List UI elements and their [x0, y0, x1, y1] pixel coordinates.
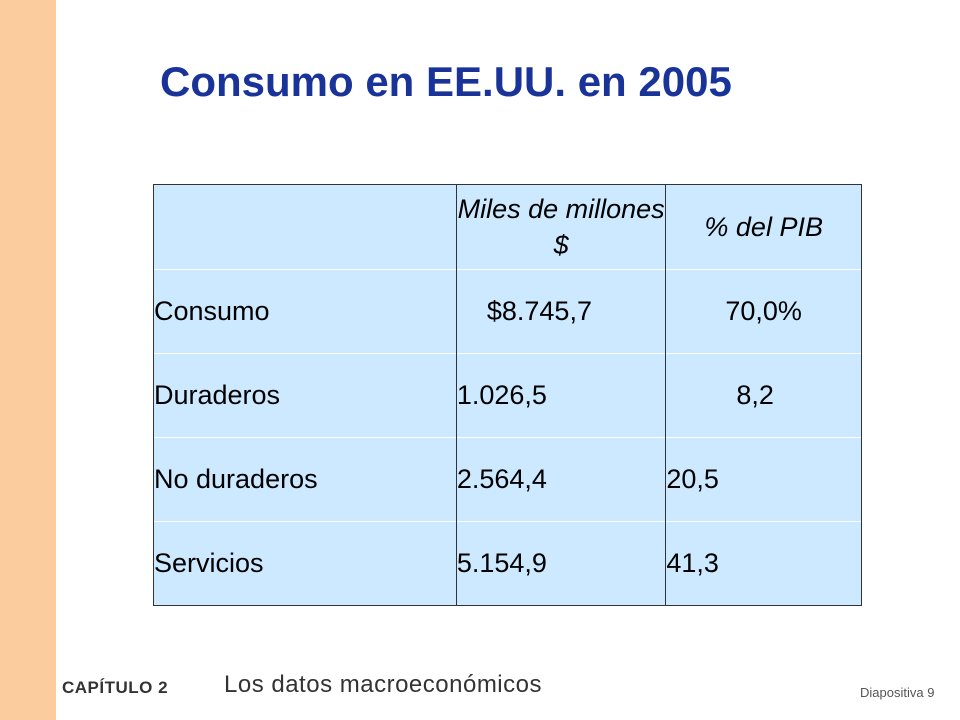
header-cell-billions: Miles de millones $: [455, 184, 667, 270]
row-label: Servicios: [153, 521, 457, 606]
table-header-row: Miles de millones $ % del PIB: [153, 184, 862, 270]
table-row: Duraderos 1.026,5 8,2: [153, 353, 862, 438]
row-pct: 20,5: [665, 437, 862, 522]
row-value: $8.745,7: [455, 269, 667, 354]
table-row: Servicios 5.154,9 41,3: [153, 521, 862, 606]
row-pct: 41,3: [665, 521, 862, 606]
left-accent-bar: [0, 0, 56, 720]
footer-chapter-subtitle: Los datos macroeconómicos: [224, 671, 542, 698]
row-pct: 8,2: [665, 353, 862, 438]
row-label: No duraderos: [153, 437, 457, 522]
slide-title: Consumo en EE.UU. en 2005: [160, 58, 732, 105]
row-label: Consumo: [153, 269, 457, 354]
row-pct: 70,0%: [665, 269, 862, 354]
consumption-table: Miles de millones $ % del PIB Consumo $8…: [153, 184, 862, 606]
table-row: No duraderos 2.564,4 20,5: [153, 437, 862, 522]
header-cell-pct-gdp: % del PIB: [665, 184, 862, 270]
row-value: 2.564,4: [455, 437, 667, 522]
row-value: 1.026,5: [455, 353, 667, 438]
row-value: 5.154,9: [455, 521, 667, 606]
row-label: Duraderos: [153, 353, 457, 438]
table-row: Consumo $8.745,7 70,0%: [153, 269, 862, 354]
footer-chapter-label: CAPÍTULO 2: [62, 678, 169, 697]
slide-number: Diapositiva 9: [860, 685, 935, 700]
header-cell-empty: [153, 184, 457, 270]
